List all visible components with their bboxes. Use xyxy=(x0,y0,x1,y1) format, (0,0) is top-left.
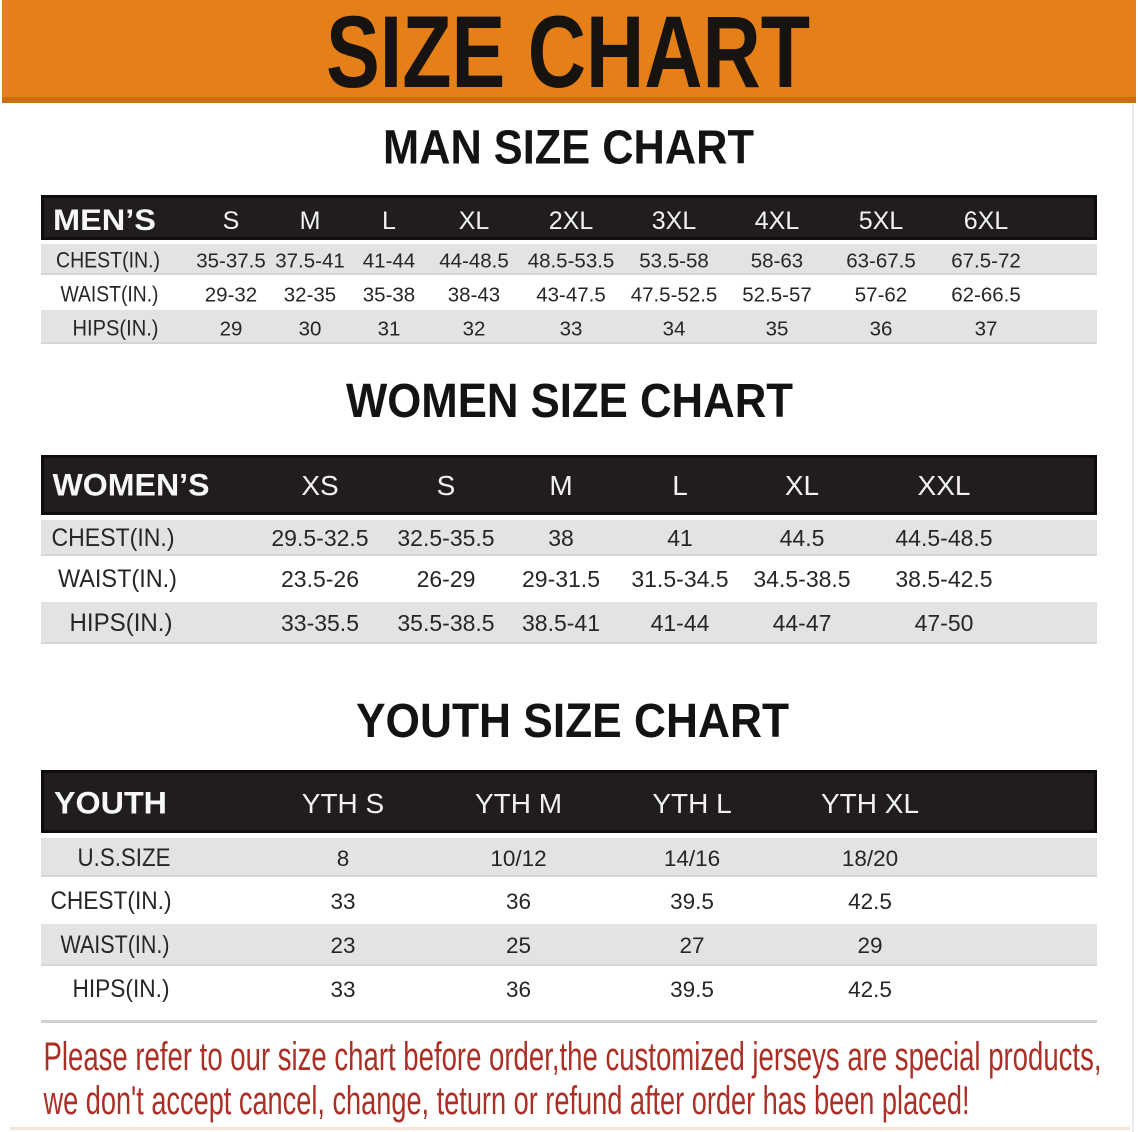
svg-text:23: 23 xyxy=(330,933,355,958)
svg-text:32.5-35.5: 32.5-35.5 xyxy=(397,525,494,551)
svg-text:29-32: 29-32 xyxy=(205,284,257,307)
svg-text:35-38: 35-38 xyxy=(363,284,415,307)
svg-text:XL: XL xyxy=(459,207,490,235)
svg-text:2XL: 2XL xyxy=(549,207,594,235)
svg-text:34: 34 xyxy=(663,318,686,341)
svg-text:CHEST(IN.): CHEST(IN.) xyxy=(52,524,175,552)
svg-text:WAIST(IN.): WAIST(IN.) xyxy=(58,565,177,593)
svg-text:YTH S: YTH S xyxy=(302,788,384,819)
svg-text:25: 25 xyxy=(506,933,531,958)
svg-text:44.5-48.5: 44.5-48.5 xyxy=(895,525,992,551)
svg-text:we don't accept cancel, change: we don't accept cancel, change, teturn o… xyxy=(43,1079,970,1123)
svg-text:33-35.5: 33-35.5 xyxy=(281,610,359,636)
svg-text:44-48.5: 44-48.5 xyxy=(439,250,509,273)
svg-text:CHEST(IN.): CHEST(IN.) xyxy=(51,887,172,915)
svg-text:MEN’S: MEN’S xyxy=(53,204,156,237)
svg-text:38.5-41: 38.5-41 xyxy=(522,610,600,636)
svg-text:53.5-58: 53.5-58 xyxy=(639,250,709,273)
svg-text:29.5-32.5: 29.5-32.5 xyxy=(271,525,368,551)
svg-text:YTH L: YTH L xyxy=(652,788,731,819)
svg-text:S: S xyxy=(223,207,240,235)
svg-text:XL: XL xyxy=(785,470,819,501)
svg-text:10/12: 10/12 xyxy=(490,846,546,871)
svg-text:41-44: 41-44 xyxy=(651,610,710,636)
svg-text:41-44: 41-44 xyxy=(363,250,415,273)
svg-text:36: 36 xyxy=(506,977,531,1002)
svg-text:WAIST(IN.): WAIST(IN.) xyxy=(61,282,159,307)
svg-text:23.5-26: 23.5-26 xyxy=(281,566,359,592)
svg-text:44-47: 44-47 xyxy=(773,610,832,636)
svg-text:MAN SIZE CHART: MAN SIZE CHART xyxy=(383,122,754,175)
svg-text:63-67.5: 63-67.5 xyxy=(846,250,916,273)
svg-text:31: 31 xyxy=(378,318,401,341)
svg-text:36: 36 xyxy=(506,889,531,914)
svg-text:Please refer to our size chart: Please refer to our size chart before or… xyxy=(44,1035,1102,1079)
svg-text:29: 29 xyxy=(857,933,882,958)
svg-text:62-66.5: 62-66.5 xyxy=(951,284,1021,307)
svg-text:3XL: 3XL xyxy=(652,207,697,235)
svg-text:35: 35 xyxy=(766,318,789,341)
svg-text:5XL: 5XL xyxy=(859,207,904,235)
svg-text:YOUTH: YOUTH xyxy=(54,785,167,821)
svg-text:39.5: 39.5 xyxy=(670,977,714,1002)
svg-text:WAIST(IN.): WAIST(IN.) xyxy=(61,931,170,959)
svg-text:37: 37 xyxy=(975,318,998,341)
svg-text:30: 30 xyxy=(299,318,322,341)
svg-text:38-43: 38-43 xyxy=(448,284,500,307)
svg-text:34.5-38.5: 34.5-38.5 xyxy=(753,566,850,592)
svg-text:WOMEN’S: WOMEN’S xyxy=(53,467,210,503)
svg-text:58-63: 58-63 xyxy=(751,250,803,273)
svg-text:29: 29 xyxy=(220,318,243,341)
svg-text:52.5-57: 52.5-57 xyxy=(742,284,812,307)
svg-text:HIPS(IN.): HIPS(IN.) xyxy=(73,316,159,341)
svg-text:29-31.5: 29-31.5 xyxy=(522,566,600,592)
svg-text:CHEST(IN.): CHEST(IN.) xyxy=(56,248,160,273)
svg-text:42.5: 42.5 xyxy=(848,977,892,1002)
svg-text:WOMEN SIZE CHART: WOMEN SIZE CHART xyxy=(346,375,793,428)
svg-text:33: 33 xyxy=(560,318,583,341)
svg-text:L: L xyxy=(382,207,396,235)
svg-text:36: 36 xyxy=(870,318,893,341)
svg-text:L: L xyxy=(672,470,688,501)
svg-text:41: 41 xyxy=(667,525,693,551)
svg-text:8: 8 xyxy=(337,846,350,871)
svg-text:M: M xyxy=(300,207,321,235)
svg-text:S: S xyxy=(437,470,456,501)
svg-text:35-37.5: 35-37.5 xyxy=(196,250,266,273)
svg-text:27: 27 xyxy=(679,933,704,958)
svg-text:32: 32 xyxy=(463,318,486,341)
svg-text:31.5-34.5: 31.5-34.5 xyxy=(631,566,728,592)
svg-text:YTH XL: YTH XL xyxy=(821,788,919,819)
svg-text:18/20: 18/20 xyxy=(842,846,898,871)
svg-text:14/16: 14/16 xyxy=(664,846,720,871)
svg-text:67.5-72: 67.5-72 xyxy=(951,250,1021,273)
svg-text:47-50: 47-50 xyxy=(915,610,974,636)
svg-text:6XL: 6XL xyxy=(964,207,1009,235)
svg-text:32-35: 32-35 xyxy=(284,284,336,307)
svg-text:38: 38 xyxy=(548,525,574,551)
svg-text:YTH M: YTH M xyxy=(475,788,562,819)
svg-text:HIPS(IN.): HIPS(IN.) xyxy=(70,609,173,637)
svg-text:YOUTH SIZE CHART: YOUTH SIZE CHART xyxy=(356,695,789,748)
svg-text:4XL: 4XL xyxy=(755,207,800,235)
svg-text:XXL: XXL xyxy=(918,470,971,501)
svg-text:SIZE CHART: SIZE CHART xyxy=(326,0,810,109)
svg-text:37.5-41: 37.5-41 xyxy=(275,250,345,273)
svg-text:42.5: 42.5 xyxy=(848,889,892,914)
svg-text:57-62: 57-62 xyxy=(855,284,907,307)
svg-text:XS: XS xyxy=(301,470,338,501)
svg-text:48.5-53.5: 48.5-53.5 xyxy=(528,250,615,273)
svg-text:35.5-38.5: 35.5-38.5 xyxy=(397,610,494,636)
svg-text:43-47.5: 43-47.5 xyxy=(536,284,606,307)
svg-text:39.5: 39.5 xyxy=(670,889,714,914)
svg-text:47.5-52.5: 47.5-52.5 xyxy=(631,284,718,307)
svg-text:44.5: 44.5 xyxy=(780,525,825,551)
svg-text:33: 33 xyxy=(330,889,355,914)
svg-text:HIPS(IN.): HIPS(IN.) xyxy=(73,975,170,1003)
svg-text:26-29: 26-29 xyxy=(417,566,476,592)
svg-text:M: M xyxy=(549,470,572,501)
svg-text:33: 33 xyxy=(330,977,355,1002)
svg-text:38.5-42.5: 38.5-42.5 xyxy=(895,566,992,592)
svg-text:U.S.SIZE: U.S.SIZE xyxy=(78,844,171,872)
